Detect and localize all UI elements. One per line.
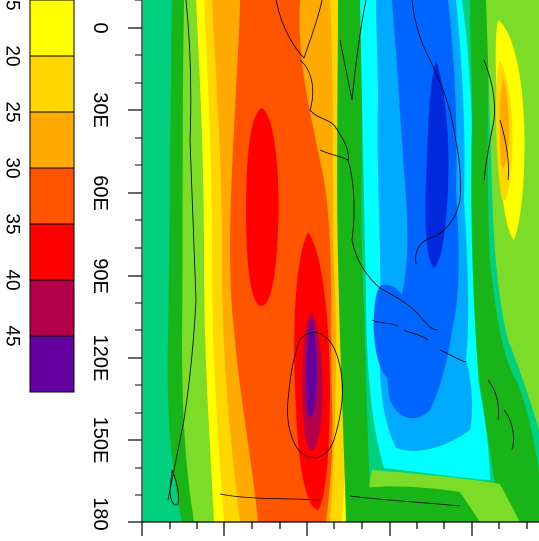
axis-tick-label-3: 60E: [89, 175, 111, 211]
axis-major-ticks: [128, 27, 142, 523]
longitude-axis: 0 30E 60E 90E 120E 150E 180: [89, 0, 539, 536]
contour-red-core-upper: [246, 108, 279, 307]
coastline-indochina: [339, 0, 367, 101]
coastline-newzealand: [487, 379, 514, 451]
coastline-mideast: [299, 59, 349, 163]
contour-orange-patch-right: [499, 78, 509, 168]
contour-purple-core: [306, 318, 317, 418]
colorbar-label-4: 30: [2, 157, 23, 178]
colorbar-label-5: 35: [2, 213, 23, 234]
colorbar-box-5: [29, 223, 75, 281]
axis-tick-label-6: 150E: [89, 417, 111, 464]
coastlines: [167, 0, 514, 507]
colorbar-box-3: [29, 111, 75, 169]
contour-green-band-right: [470, 0, 539, 522]
contour-field: [143, 0, 539, 522]
coastline-africa-east: [167, 0, 197, 501]
colorbar-label-1: 15: [2, 0, 23, 11]
contour-blue-patch-low: [373, 284, 409, 379]
coastline-southasia: [379, 287, 439, 331]
colorbar: 15 20 25 30 35 40 45: [2, 0, 75, 393]
coastline-eastasia: [411, 0, 461, 265]
colorbar-label-3: 25: [2, 101, 23, 122]
colorbar-box-7: [29, 335, 75, 393]
colorbar-box-2: [29, 55, 75, 113]
contour-green-band-mid: [337, 0, 372, 522]
colorbar-label-6: 40: [2, 269, 23, 290]
colorbar-box-6: [29, 279, 75, 337]
axis-minor-ticks: [135, 0, 142, 496]
axis-tick-label-1: 0: [89, 22, 111, 33]
coastline-japan: [483, 59, 495, 181]
coastline-australia: [287, 332, 343, 459]
coastline-antarctic-edge: [219, 493, 461, 507]
coastline-indonesia: [371, 319, 467, 363]
colorbar-box-4: [29, 167, 75, 225]
colorbar-label-7: 45: [2, 325, 23, 346]
axis-tick-label-4: 90E: [89, 258, 111, 294]
axis-tick-label-2: 30E: [89, 92, 111, 128]
contour-green-band-lower: [352, 486, 480, 522]
coastline-sakhalin: [499, 119, 509, 181]
colorbar-box-1: [29, 0, 75, 57]
coastline-arabia: [275, 0, 323, 59]
axis-tick-label-7: 180: [89, 497, 111, 530]
axis-tick-label-5: 120E: [89, 335, 111, 382]
colorbar-label-2: 20: [2, 45, 23, 66]
coastline-india: [319, 149, 381, 289]
contour-darkblue-core: [425, 60, 449, 268]
axis-bottom-ticks: [141, 522, 528, 536]
coastline-madagascar: [169, 469, 179, 506]
